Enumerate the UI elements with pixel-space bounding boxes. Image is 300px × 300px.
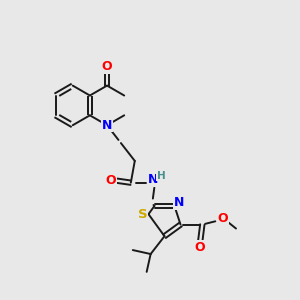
- Text: N: N: [102, 119, 112, 132]
- Text: O: O: [106, 174, 116, 187]
- Text: O: O: [194, 241, 205, 254]
- Text: H: H: [157, 171, 166, 181]
- Text: S: S: [138, 208, 147, 220]
- Text: O: O: [102, 60, 112, 73]
- Text: O: O: [218, 212, 228, 225]
- Text: N: N: [147, 173, 158, 186]
- Text: N: N: [174, 196, 184, 209]
